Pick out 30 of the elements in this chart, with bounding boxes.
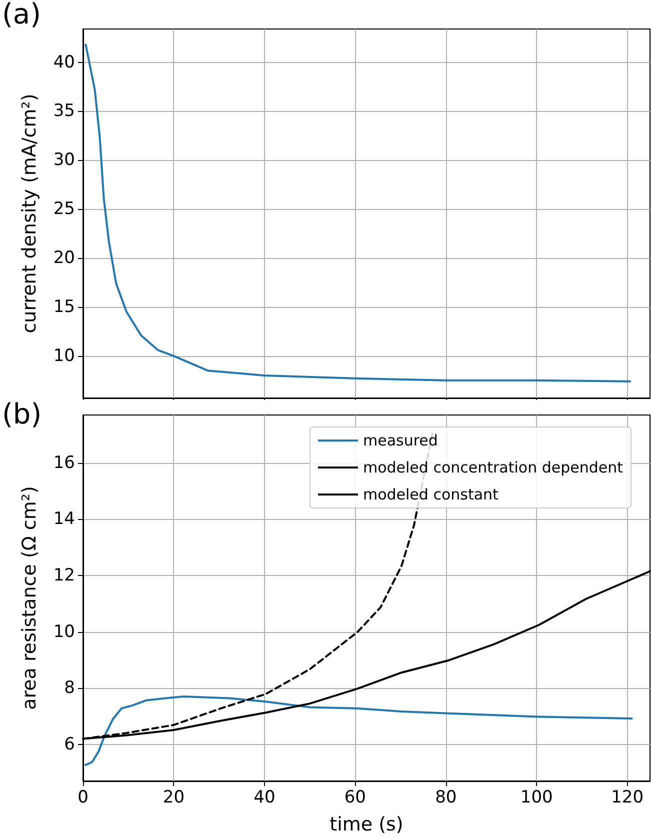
y-tick-label: 16 [53,452,75,473]
x-tick-label: 100 [520,788,553,808]
y-tick-label: 35 [53,101,75,122]
y-tick-label: 30 [53,150,75,170]
y-axis-title: area resistance (Ω cm²) [18,486,40,710]
y-tick-label: 20 [53,248,75,268]
y-tick-label: 14 [53,509,75,530]
line-series [84,44,632,382]
line-series [84,696,633,766]
x-tick-label: 60 [344,788,366,808]
x-tick-label: 20 [162,788,185,808]
legend-label: modeled concentration dependent [362,458,624,476]
y-tick-label: 8 [64,678,75,698]
y-tick-label: 12 [53,565,75,586]
y-tick-label: 40 [53,52,75,72]
legend-label: modeled constant [362,486,499,504]
y-tick-label: 15 [53,296,75,317]
y-axis-title: current density (mA/cm²) [18,94,40,334]
x-tick-label: 0 [78,788,88,808]
text: (b) [2,398,42,430]
y-tick-label: 10 [53,346,75,366]
x-tick-label: 120 [611,788,644,808]
x-tick-label: 40 [254,788,276,808]
text: (a) [2,0,42,30]
y-tick-label: 25 [53,199,75,220]
y-tick-label: 10 [53,622,75,642]
x-axis-title: time (s) [330,814,404,836]
x-tick-label: 80 [435,788,457,808]
legend-label: measured [362,432,438,450]
y-tick-label: 6 [64,734,75,754]
